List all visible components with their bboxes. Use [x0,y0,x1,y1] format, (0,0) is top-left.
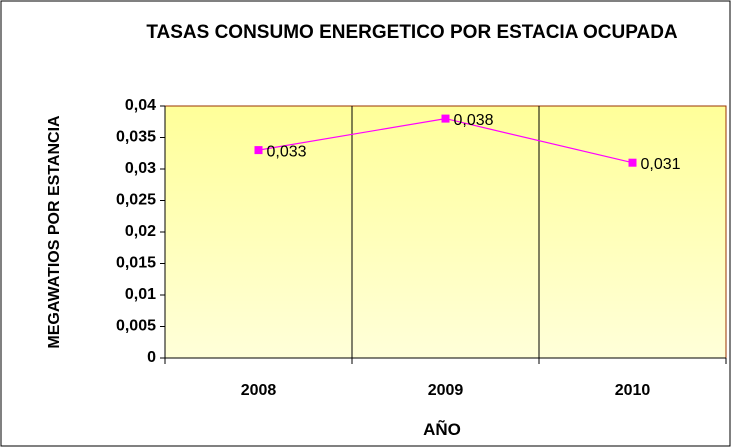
plot-area [164,105,727,359]
data-label: 0,033 [267,143,307,160]
y-tick-label: 0,005 [116,318,156,335]
y-tick-label: 0,02 [125,223,156,240]
y-tick-label: 0,04 [125,97,156,114]
y-tick-label: 0,015 [116,255,156,272]
point-marker [628,158,637,167]
y-tick-label: 0,01 [125,286,156,303]
chart-title: TASAS CONSUMO ENERGETICO POR ESTACIA OCU… [146,22,678,43]
point-marker [441,114,450,123]
y-axis-label: MEGAWATIOS POR ESTANCIA [46,115,63,349]
y-tick-label: 0,03 [125,160,156,177]
data-label: 0,031 [641,156,681,173]
data-label: 0,038 [454,112,494,129]
x-tick-label: 2010 [615,382,651,399]
x-tick-label: 2008 [241,382,277,399]
y-tick-label: 0 [147,349,156,366]
y-tick-label: 0,035 [116,129,156,146]
x-axis-label: AÑO [423,420,461,439]
point-marker [254,146,263,155]
y-tick-label: 0,025 [116,192,156,209]
x-tick-label: 2009 [428,382,464,399]
